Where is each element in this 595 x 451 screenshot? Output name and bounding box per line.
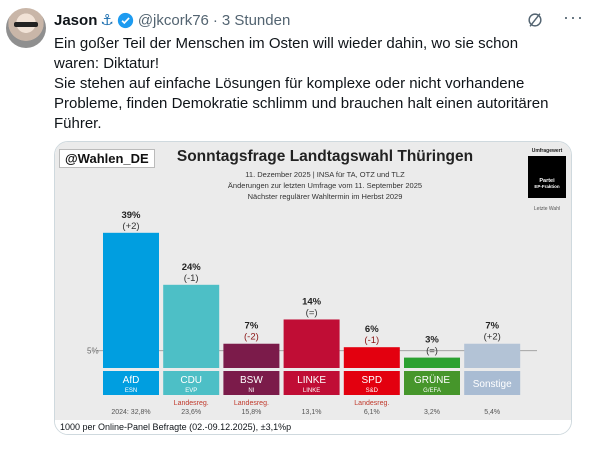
- change-label: (+2): [122, 221, 139, 232]
- chart-subtitle-3: Nächster regulärer Wahltermin im Herbst …: [247, 192, 403, 201]
- bar-bsw: [223, 343, 280, 368]
- verified-icon: [117, 12, 134, 29]
- last-election-value: 13,1%: [302, 409, 322, 416]
- last-election-value: 6,1%: [364, 409, 380, 416]
- separator: ·: [212, 11, 218, 29]
- value-label: 14%: [302, 296, 322, 307]
- legend-title: Umfragewert: [531, 148, 563, 154]
- legend-note: Letzte Wahl: [533, 206, 561, 212]
- more-options-icon[interactable]: ···: [563, 7, 584, 27]
- party-group: EVP: [185, 388, 197, 394]
- value-label: 39%: [121, 210, 141, 221]
- party-label-box: [223, 371, 280, 395]
- bar-spd: [343, 347, 400, 368]
- party-label-box: [343, 371, 400, 395]
- bar-afd: [103, 232, 159, 368]
- change-label: (=): [426, 346, 438, 357]
- chart-title: Sonntagsfrage Landtagswahl Thüringen: [176, 148, 474, 165]
- last-election-value: 5,4%: [484, 409, 500, 416]
- party-label-box: [404, 371, 460, 395]
- change-label: (=): [306, 307, 318, 318]
- government-note: Landesreg.: [234, 400, 269, 407]
- change-label: (-1): [184, 273, 199, 284]
- chart-subtitle-1: 11. Dezember 2025 | INSA für TA, OTZ und…: [245, 170, 405, 179]
- value-label: 3%: [425, 335, 439, 346]
- post-text-line: Probleme, finden Demokratie schlimm und …: [54, 95, 549, 112]
- party-group: ESN: [125, 388, 137, 394]
- party-name: BSW: [240, 375, 263, 386]
- post-time[interactable]: 3 Stunden: [221, 11, 291, 29]
- post-text-line: Führer.: [54, 115, 102, 132]
- post-text-line: waren: Diktatur!: [54, 55, 160, 72]
- value-label: 24%: [182, 262, 202, 273]
- party-name: SPD: [362, 375, 383, 386]
- chart-brand: @Wahlen_DE: [59, 149, 155, 168]
- chart-footer: 1000 per Online-Panel Befragte (02.-09.1…: [55, 420, 571, 434]
- change-label: (-1): [364, 335, 379, 346]
- party-name: CDU: [180, 375, 202, 386]
- government-note: Landesreg.: [354, 400, 389, 407]
- last-election-value: 15,8%: [241, 409, 261, 416]
- threshold-label: 5%: [87, 347, 99, 356]
- party-group: G/EFA: [423, 388, 441, 394]
- bar-sonstige: [464, 343, 521, 368]
- post-header: Jason ⚓ @jkcork76 · 3 Stunden: [54, 10, 290, 30]
- party-group: S&D: [366, 388, 379, 394]
- avatar[interactable]: [6, 8, 46, 48]
- government-note: Landesreg.: [174, 400, 209, 407]
- value-label: 6%: [365, 324, 379, 335]
- party-group: NI: [248, 388, 254, 394]
- chart-area: @Wahlen_DE Sonntagsfrage Landtagswahl Th…: [55, 142, 571, 420]
- author-name[interactable]: Jason: [54, 11, 98, 29]
- party-name: GRÜNE: [414, 374, 450, 386]
- post-text-line: Ein goßer Teil der Menschen im Osten wil…: [54, 35, 519, 52]
- bar-cdu: [163, 284, 220, 368]
- grok-icon[interactable]: [525, 10, 545, 30]
- anchor-icon: ⚓: [100, 12, 114, 29]
- party-label-box: [464, 371, 521, 395]
- change-label: (+2): [484, 332, 501, 343]
- change-label: (-2): [244, 332, 259, 343]
- value-label: 7%: [245, 321, 259, 332]
- party-label-box: [103, 371, 159, 395]
- post-text: Ein goßer Teil der Menschen im Osten wil…: [54, 34, 584, 134]
- legend-sublabel: EP-Fraktion: [534, 184, 560, 189]
- chart-subtitle-2: Änderungen zur letzten Umfrage vom 11. S…: [227, 181, 423, 190]
- author-handle[interactable]: @jkcork76: [137, 11, 209, 29]
- bar-grüne: [404, 357, 460, 368]
- party-name: LINKE: [297, 375, 326, 386]
- party-label-box: [163, 371, 220, 395]
- party-group: LINKE: [303, 388, 320, 394]
- post-text-line: Sie stehen auf einfache Lösungen für kom…: [54, 75, 525, 92]
- last-election-value: 3,2%: [424, 409, 440, 416]
- chart-legend: Umfragewert Partei EP-Fraktion Letzte Wa…: [525, 148, 569, 212]
- last-election-value: 2024: 32,8%: [111, 409, 150, 416]
- party-name: Sonstige: [473, 379, 512, 390]
- post-image[interactable]: @Wahlen_DE Sonntagsfrage Landtagswahl Th…: [54, 141, 572, 435]
- legend-label: Partei: [539, 178, 555, 184]
- bar-linke: [283, 319, 340, 368]
- legend-box: Partei EP-Fraktion: [528, 156, 566, 198]
- party-name: AfD: [123, 375, 140, 386]
- last-election-value: 23,6%: [181, 409, 201, 416]
- value-label: 7%: [485, 321, 499, 332]
- party-label-box: [283, 371, 340, 395]
